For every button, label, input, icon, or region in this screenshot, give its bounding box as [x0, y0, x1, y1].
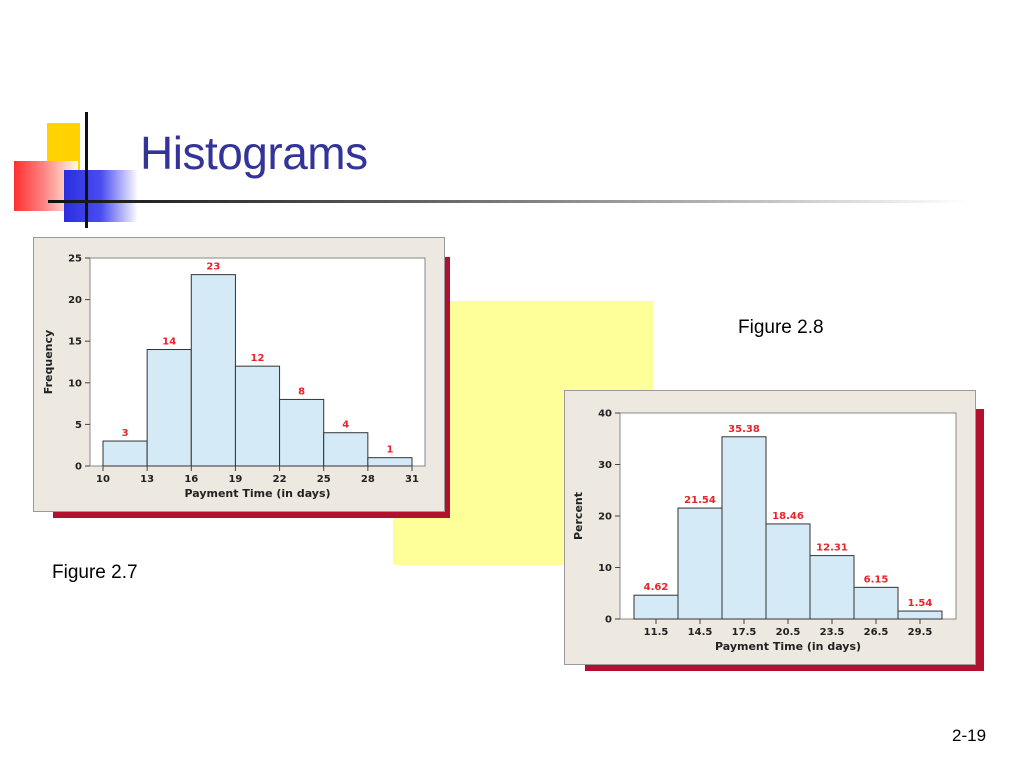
x-tick-label: 31	[405, 474, 419, 485]
y-tick-label: 5	[75, 420, 82, 431]
y-tick-label: 25	[68, 254, 82, 265]
x-tick-label: 28	[361, 474, 375, 485]
bar-value-label: 14	[162, 337, 176, 348]
figure-label-2-7: Figure 2.7	[52, 562, 138, 583]
histogram-bar	[279, 398, 325, 467]
y-tick-label: 30	[598, 460, 612, 471]
bar-value-label: 12.31	[816, 543, 848, 554]
y-tick-label: 10	[598, 563, 612, 574]
x-tick-label: 16	[184, 474, 198, 485]
x-tick-label: 11.5	[644, 627, 669, 638]
title-underline	[48, 200, 968, 203]
histogram-bar	[146, 349, 192, 467]
y-tick-label: 0	[75, 462, 82, 473]
bar-value-label: 8	[298, 386, 305, 397]
histogram-bar	[897, 610, 943, 620]
y-tick-label: 40	[598, 409, 612, 420]
histogram-bar	[721, 436, 767, 620]
bar-value-label: 4.62	[644, 582, 669, 593]
y-tick-label: 20	[68, 295, 82, 306]
bar-value-label: 1.54	[908, 598, 933, 609]
histogram-bar	[765, 523, 811, 620]
x-axis-title: Payment Time (in days)	[715, 640, 861, 653]
bar-value-label: 35.38	[728, 424, 760, 435]
x-tick-label: 25	[317, 474, 331, 485]
decor-vertical-line	[85, 112, 88, 228]
histogram-bar	[102, 440, 148, 467]
slide-number: 2-19	[952, 726, 987, 745]
histogram-bar	[367, 457, 413, 467]
x-tick-label: 26.5	[864, 627, 889, 638]
histogram-bar	[190, 274, 236, 467]
x-tick-label: 23.5	[820, 627, 845, 638]
x-tick-label: 13	[140, 474, 154, 485]
x-axis-title: Payment Time (in days)	[184, 487, 330, 500]
x-tick-label: 22	[273, 474, 287, 485]
frequency-histogram-panel: 3 14 23 12 8 4 1 0 5 10 15 20 25 10 13 16 19 22 25 28 31 Paym…	[33, 237, 445, 512]
y-tick-label: 0	[605, 615, 612, 626]
figure-label-2-8: Figure 2.8	[738, 317, 824, 338]
histogram-bar	[677, 507, 723, 620]
bar-value-label: 3	[122, 428, 129, 439]
x-tick-label: 19	[228, 474, 242, 485]
slide-title: Histograms	[140, 127, 368, 179]
histogram-bar	[633, 594, 679, 620]
decor-blue-square	[64, 170, 138, 222]
histogram-bar	[323, 432, 369, 467]
histogram-bar	[809, 555, 855, 620]
y-axis-title: Frequency	[42, 330, 55, 394]
y-tick-label: 10	[68, 378, 82, 389]
x-tick-label: 29.5	[908, 627, 933, 638]
bar-value-label: 21.54	[684, 495, 716, 506]
y-axis-title: Percent	[572, 492, 585, 540]
y-tick-label: 20	[598, 512, 612, 523]
bar-value-label: 4	[342, 420, 349, 431]
bar-value-label: 23	[206, 262, 220, 273]
bar-value-label: 6.15	[864, 574, 889, 585]
percent-histogram-panel: 4.62 21.54 35.38 18.46 12.31 6.15 1.54 0 10 20 30 4…	[564, 390, 976, 665]
histogram-bar	[853, 586, 899, 620]
x-tick-label: 17.5	[732, 627, 757, 638]
histogram-bar	[234, 365, 281, 467]
x-tick-label: 10	[96, 474, 110, 485]
y-tick-label: 15	[68, 337, 82, 348]
bar-value-label: 12	[251, 353, 265, 364]
x-tick-label: 20.5	[776, 627, 801, 638]
bar-value-label: 1	[386, 445, 393, 456]
percent-histogram: 4.62 21.54 35.38 18.46 12.31 6.15 1.54 0 10 20 30 4…	[572, 409, 957, 653]
bar-value-label: 18.46	[772, 511, 804, 522]
x-tick-label: 14.5	[688, 627, 713, 638]
